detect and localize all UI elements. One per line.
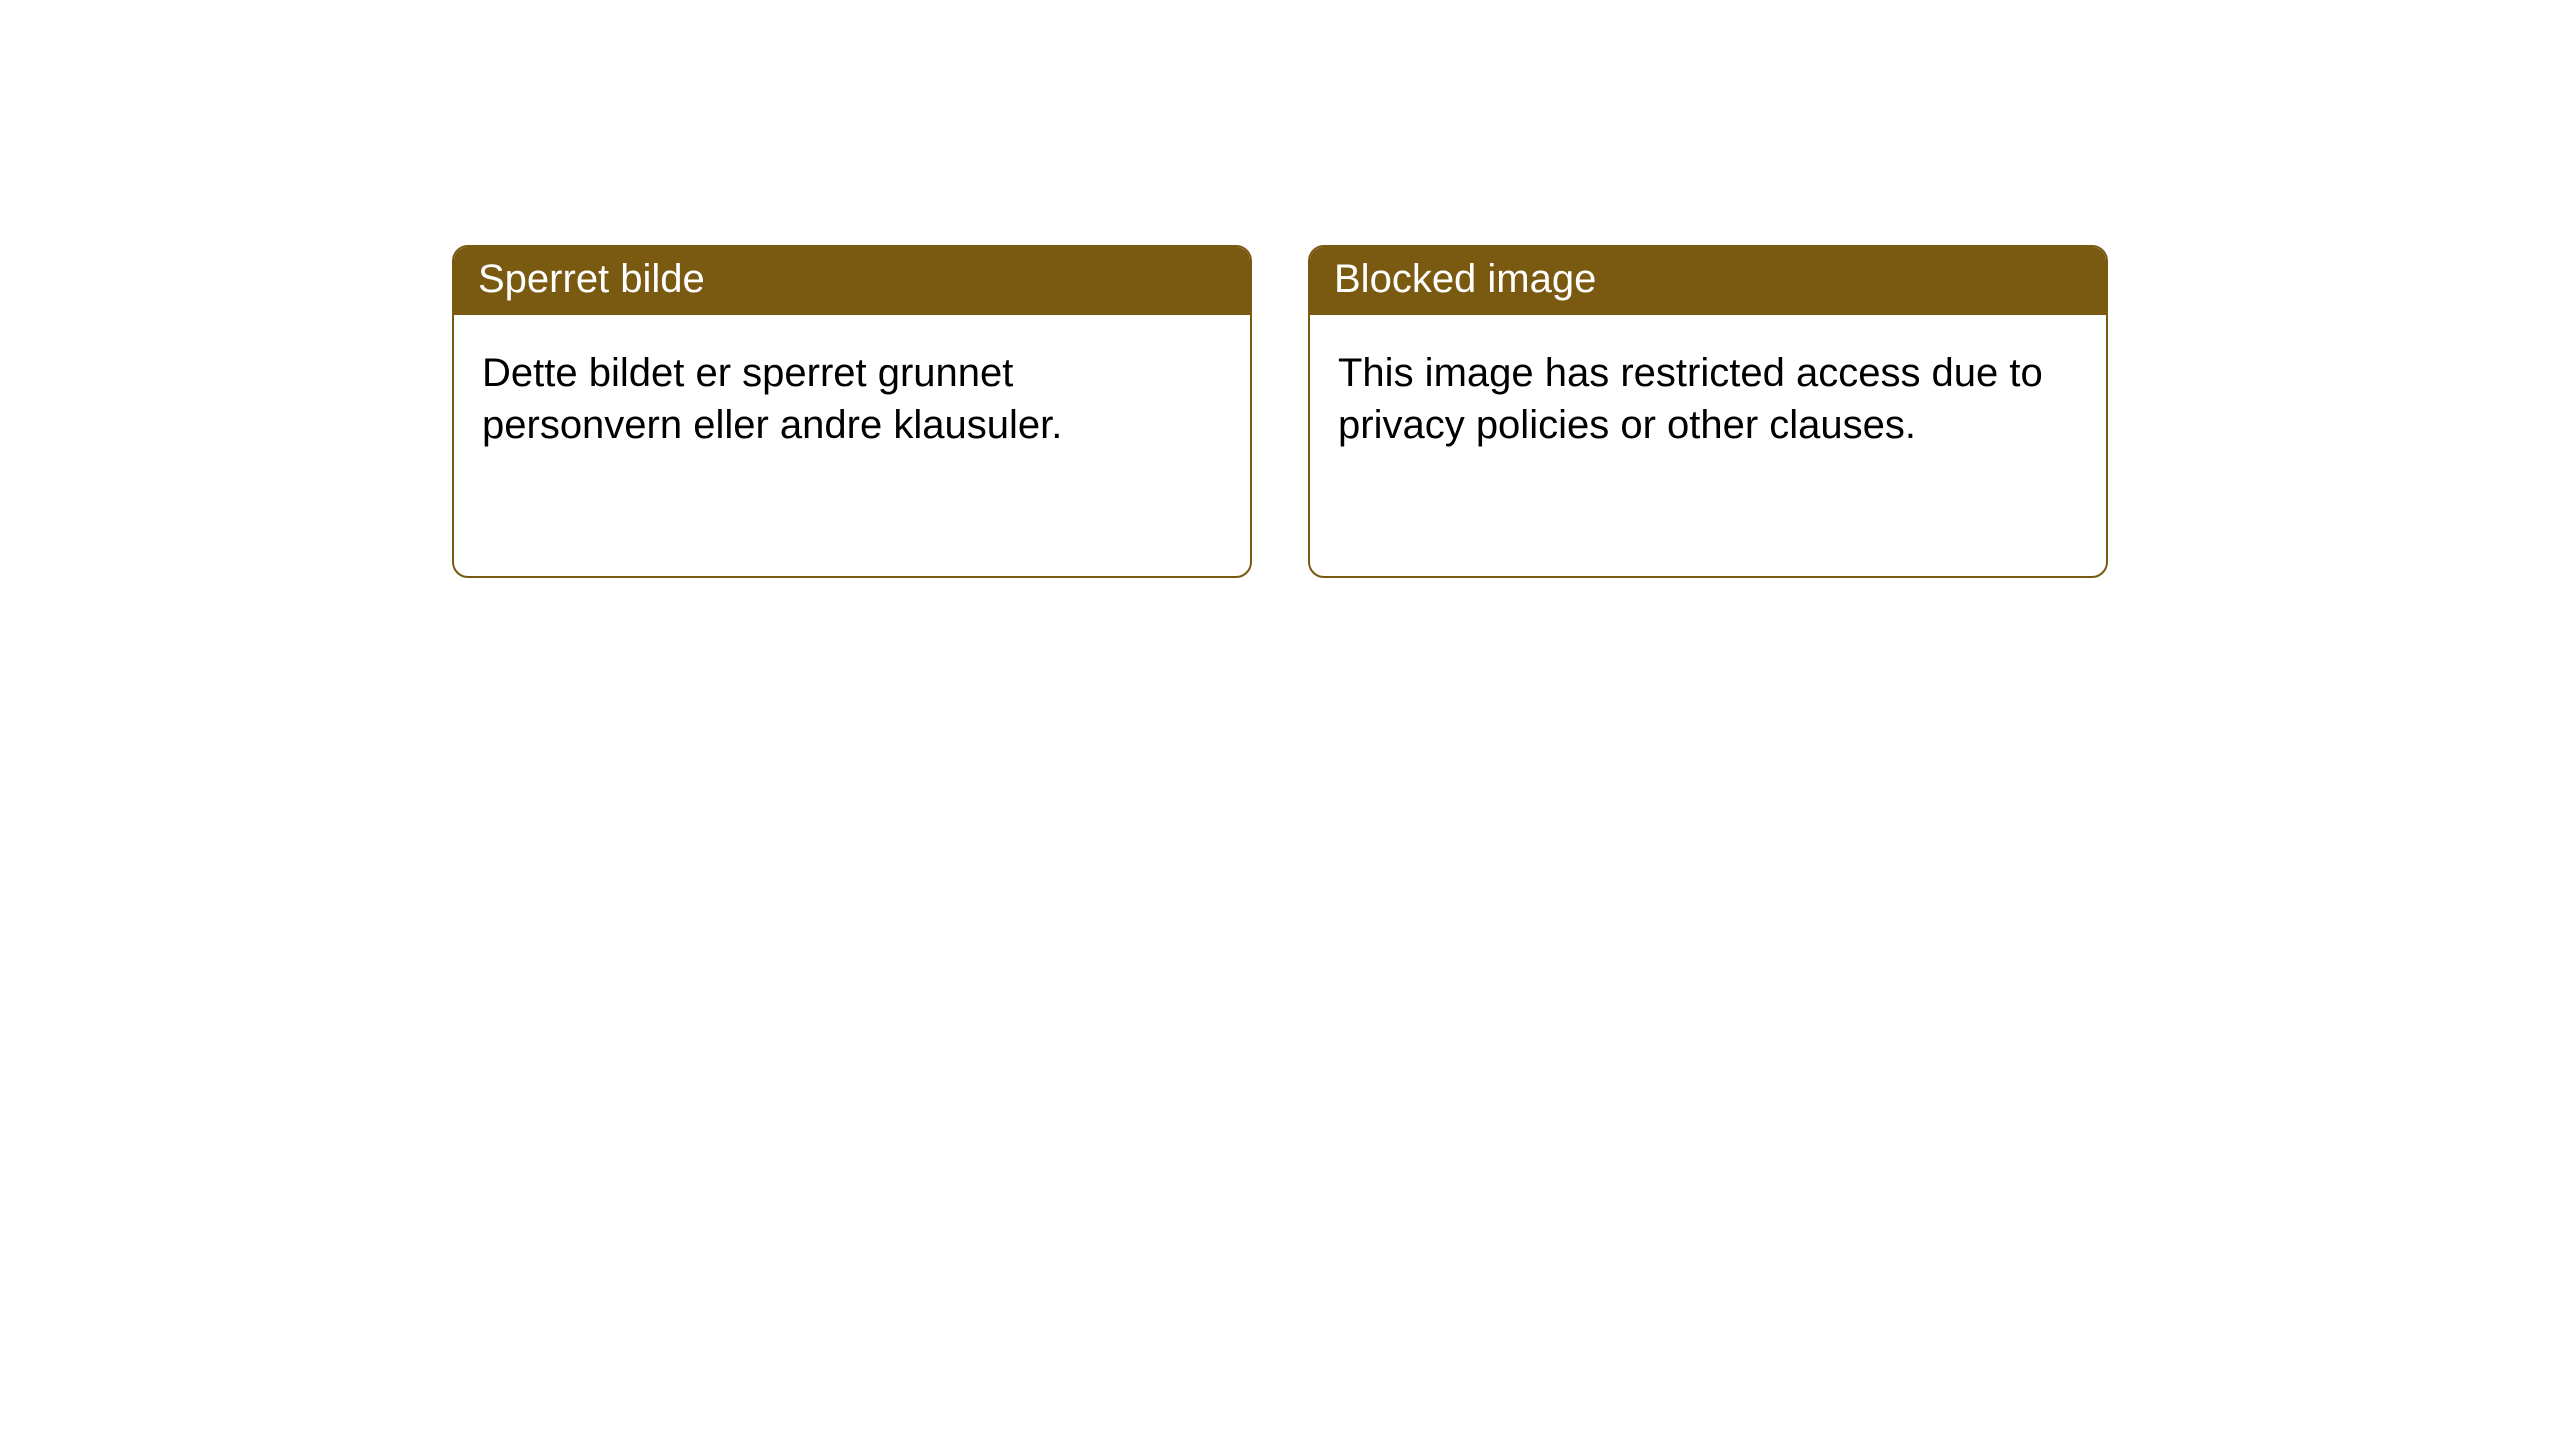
card-title-norwegian: Sperret bilde	[454, 247, 1250, 315]
card-body-norwegian: Dette bildet er sperret grunnet personve…	[454, 315, 1250, 483]
blocked-image-notices: Sperret bilde Dette bildet er sperret gr…	[452, 245, 2108, 1440]
blocked-image-card-norwegian: Sperret bilde Dette bildet er sperret gr…	[452, 245, 1252, 578]
card-title-english: Blocked image	[1310, 247, 2106, 315]
blocked-image-card-english: Blocked image This image has restricted …	[1308, 245, 2108, 578]
card-body-english: This image has restricted access due to …	[1310, 315, 2106, 483]
